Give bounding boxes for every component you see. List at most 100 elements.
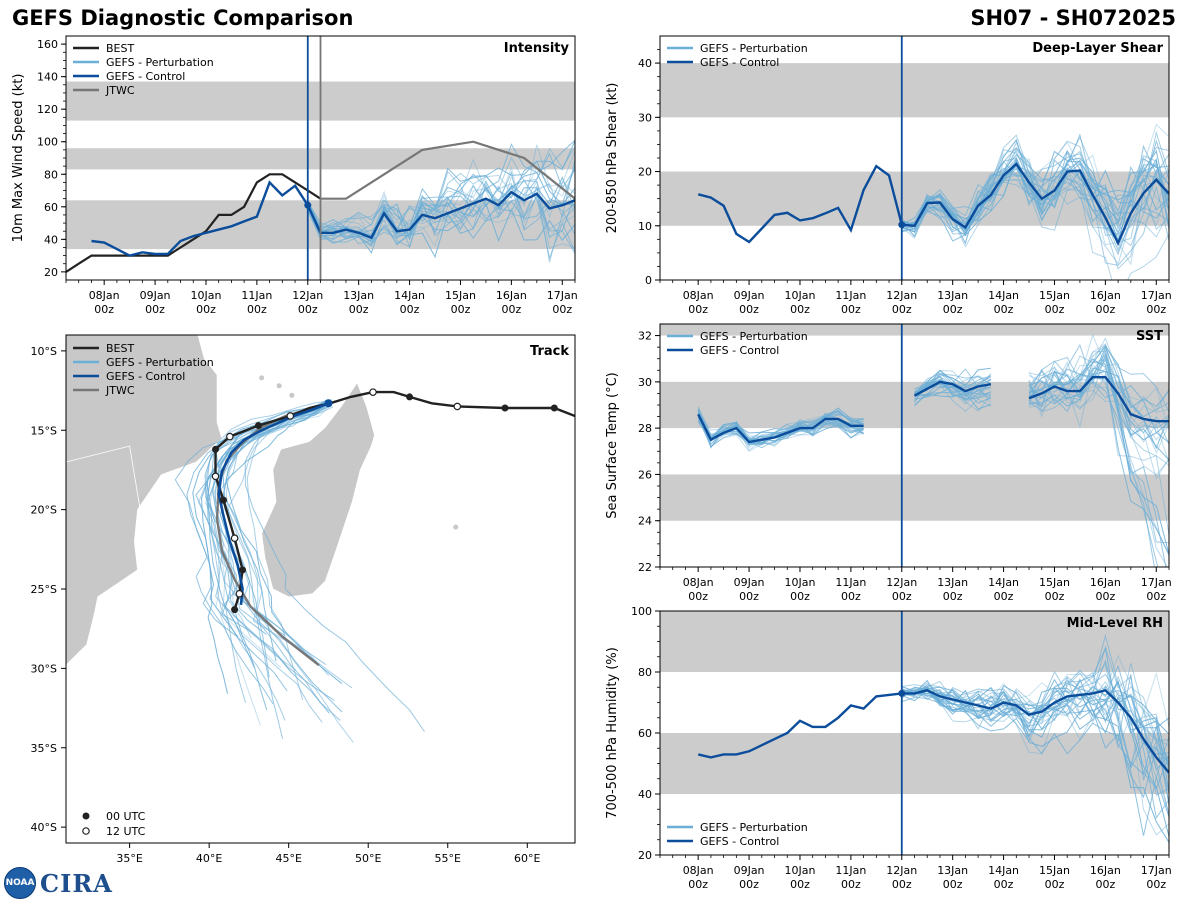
perturbation-line — [307, 176, 575, 247]
africa-land — [66, 335, 223, 666]
legend-perturbation-label: GEFS - Perturbation — [106, 356, 214, 369]
perturbation-line — [901, 692, 1169, 806]
lat-tick-label: 35°S — [31, 742, 57, 755]
x-tick-sublabel: 00z — [94, 303, 114, 316]
x-tick-label: 08Jan — [683, 864, 714, 877]
perturbation-line — [901, 663, 1169, 768]
perturbation-line — [307, 140, 575, 233]
best-12utc-marker — [286, 412, 295, 420]
best-00utc-marker — [231, 606, 239, 614]
y-tick-label: 30 — [638, 111, 652, 124]
x-tick-sublabel: 00z — [790, 878, 810, 891]
x-tick-sublabel: 00z — [739, 878, 759, 891]
control-line — [697, 688, 1169, 774]
legend-00utc-marker — [82, 812, 90, 820]
control-start-marker — [324, 399, 333, 408]
threshold-band — [660, 381, 1169, 429]
perturbation-track — [246, 406, 334, 701]
panel-title: Intensity — [504, 41, 570, 56]
perturbation-line — [901, 138, 1169, 233]
best-00utc-marker — [239, 566, 247, 574]
y-tick-label: 140 — [37, 71, 58, 84]
island-land — [289, 392, 295, 398]
perturbation-line — [307, 170, 575, 263]
x-tick-label: 11Jan — [835, 289, 866, 302]
x-tick-label: 16Jan — [1090, 864, 1121, 877]
panel-title: Deep-Layer Shear — [1032, 41, 1163, 56]
x-tick-label: 15Jan — [1039, 864, 1070, 877]
y-axis-label: 10m Max Wind Speed (kt) — [11, 74, 26, 243]
threshold-band — [660, 63, 1169, 118]
x-tick-sublabel: 00z — [196, 303, 216, 316]
control-line — [91, 180, 575, 257]
island-land — [259, 375, 265, 381]
perturbation-line — [901, 664, 1169, 764]
x-tick-label: 11Jan — [835, 576, 866, 589]
x-tick-sublabel: 00z — [1045, 590, 1065, 603]
x-tick-label: 14Jan — [988, 576, 1019, 589]
x-tick-label: 15Jan — [445, 289, 476, 302]
island-land — [453, 524, 459, 530]
y-tick-label: 30 — [638, 376, 652, 389]
x-tick-label: 09Jan — [734, 864, 765, 877]
x-tick-sublabel: 00z — [1045, 878, 1065, 891]
perturbation-line — [697, 408, 864, 443]
best-12utc-marker — [226, 432, 234, 441]
x-tick-sublabel: 00z — [451, 303, 471, 316]
x-tick-sublabel: 00z — [1146, 303, 1166, 316]
y-tick-label: 80 — [638, 666, 652, 679]
y-tick-label: 20 — [44, 266, 58, 279]
threshold-band — [660, 474, 1169, 521]
cira-logo-text: CIRA — [40, 868, 113, 898]
x-tick-sublabel: 00z — [349, 303, 369, 316]
x-tick-label: 08Jan — [683, 576, 714, 589]
perturbation-line — [901, 167, 1169, 266]
x-tick-sublabel: 00z — [841, 303, 861, 316]
x-tick-label: 12Jan — [292, 289, 323, 302]
x-tick-label: 17Jan — [547, 289, 578, 302]
y-axis-label: 200-850 hPa Shear (kt) — [605, 83, 620, 234]
perturbation-line — [914, 373, 992, 394]
y-tick-label: 22 — [638, 561, 652, 574]
best-track — [214, 390, 575, 610]
x-tick-label: 12Jan — [886, 864, 917, 877]
x-tick-label: 14Jan — [394, 289, 425, 302]
chart-shear: 01020304008Jan00z09Jan00z10Jan00z11Jan00… — [605, 35, 1172, 316]
chart-intensity: 2040608010012014016008Jan00z09Jan00z10Ja… — [11, 35, 578, 316]
lat-tick-label: 40°S — [31, 821, 57, 834]
cira-logo: NOAA CIRA — [4, 866, 113, 900]
perturbation-line — [914, 383, 992, 405]
map-area — [66, 335, 575, 743]
x-tick-label: 13Jan — [343, 289, 374, 302]
x-tick-sublabel: 00z — [298, 303, 318, 316]
plot-area — [660, 611, 1169, 843]
y-tick-label: 60 — [44, 201, 58, 214]
perturbation-line — [1028, 355, 1169, 555]
x-tick-label: 16Jan — [1090, 576, 1121, 589]
storm-id: SH07 - SH072025 — [970, 6, 1176, 30]
x-tick-sublabel: 00z — [943, 590, 963, 603]
x-tick-sublabel: 00z — [739, 303, 759, 316]
x-tick-label: 08Jan — [89, 289, 120, 302]
x-tick-label: 14Jan — [988, 289, 1019, 302]
x-tick-label: 12Jan — [886, 576, 917, 589]
legend-control-label: GEFS - Control — [106, 70, 185, 83]
perturbation-line — [1028, 345, 1169, 450]
perturbation-line — [901, 679, 1169, 790]
perturbation-line — [901, 687, 1169, 843]
y-tick-label: 28 — [638, 422, 652, 435]
control-line — [913, 380, 992, 397]
y-tick-label: 20 — [638, 166, 652, 179]
x-tick-sublabel: 00z — [892, 303, 912, 316]
x-tick-sublabel: 00z — [688, 303, 708, 316]
lat-tick-label: 10°S — [31, 345, 57, 358]
panel-title: SST — [1136, 329, 1163, 344]
lat-tick-label: 25°S — [31, 583, 57, 596]
lat-tick-label: 15°S — [31, 424, 57, 437]
legend-control-label: GEFS - Control — [700, 835, 779, 848]
perturbation-line — [307, 184, 575, 260]
madagascar-land — [261, 381, 376, 598]
init-marker — [898, 221, 906, 229]
x-tick-label: 10Jan — [784, 864, 815, 877]
